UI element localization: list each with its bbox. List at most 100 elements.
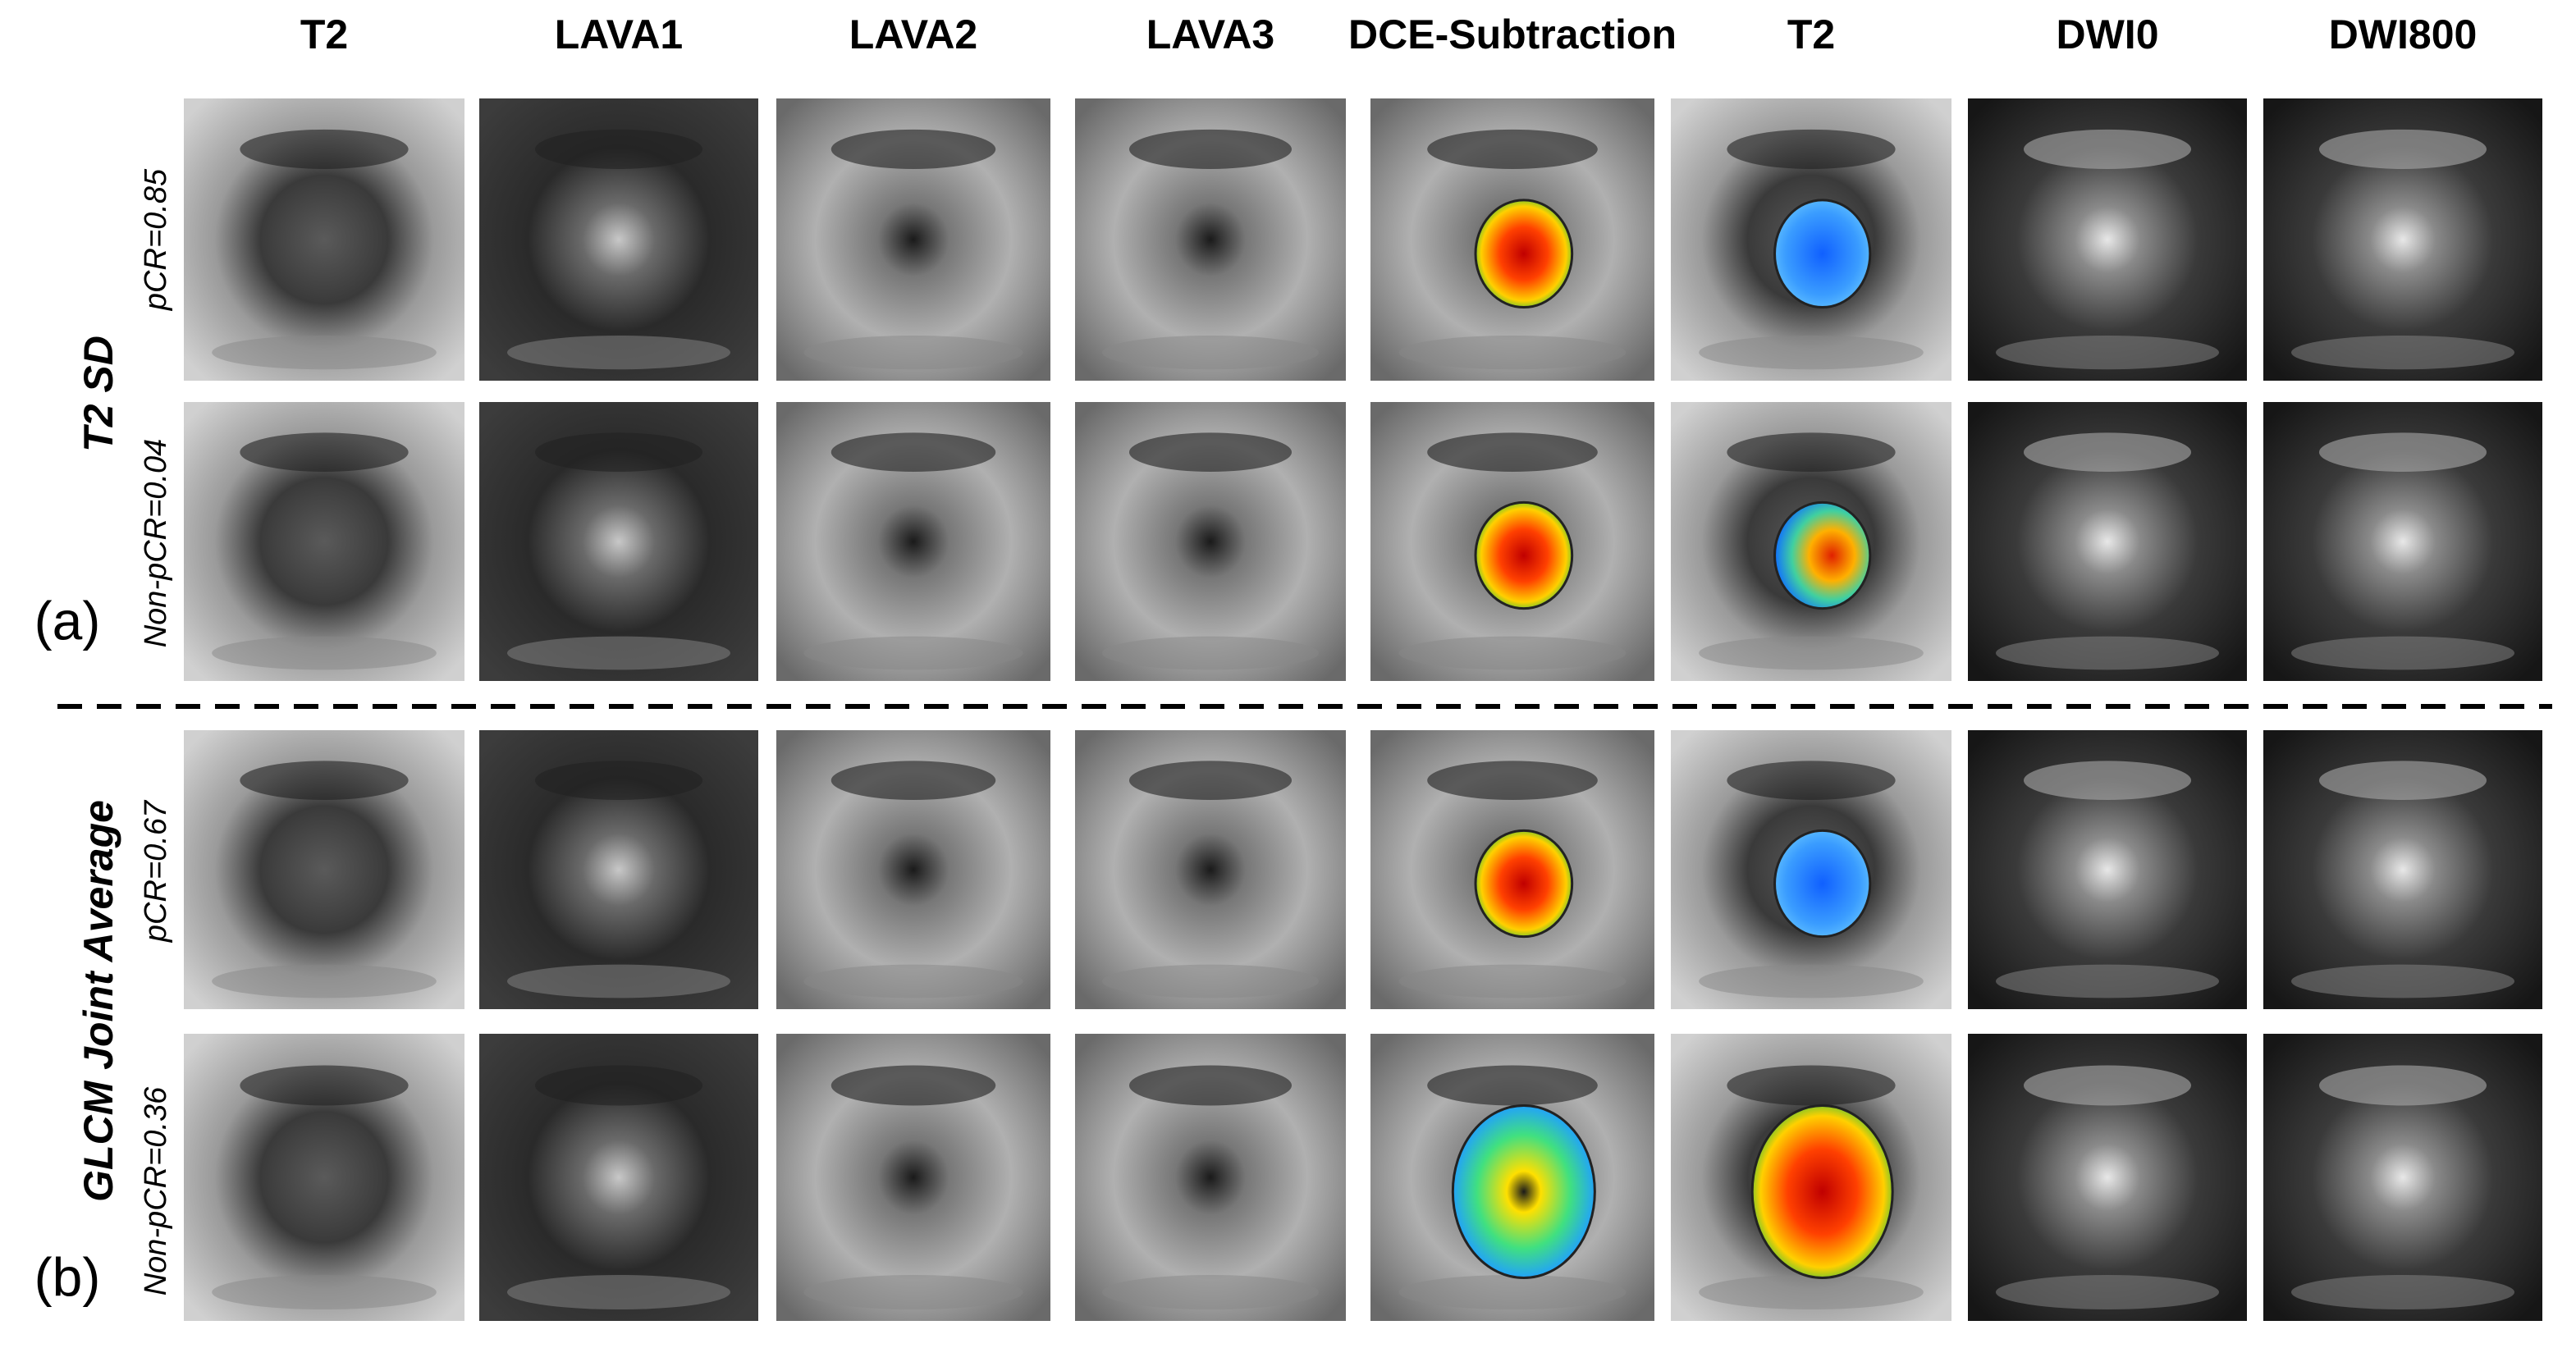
anatomy: [1727, 432, 1896, 472]
mri-image: [1968, 1034, 2247, 1321]
anatomy: [2319, 1065, 2487, 1106]
mri-image: [479, 98, 758, 381]
tumor-heatmap: [1474, 829, 1574, 939]
tumor-heatmap: [1773, 829, 1872, 939]
anatomy: [1427, 761, 1598, 800]
anatomy: [212, 1275, 437, 1309]
row-label: Non-pCR=0.36: [139, 1086, 173, 1295]
mri-image: [1968, 98, 2247, 381]
column-header: LAVA1: [555, 11, 684, 57]
anatomy: [1102, 335, 1319, 370]
column-header: T2: [1787, 11, 1835, 57]
anatomy: [212, 335, 437, 370]
mri-image: [1671, 98, 1951, 381]
anatomy: [2319, 129, 2487, 169]
anatomy: [1129, 129, 1292, 169]
anatomy: [1129, 1065, 1292, 1106]
tumor-heatmap: [1750, 1104, 1894, 1279]
anatomy: [1102, 636, 1319, 670]
anatomy: [535, 129, 702, 169]
tumor-heatmap: [1773, 199, 1872, 309]
anatomy: [535, 1065, 702, 1106]
anatomy: [2024, 432, 2191, 472]
mri-image: [184, 1034, 464, 1321]
mri-image: [1671, 730, 1951, 1009]
tumor-heatmap: [1474, 500, 1574, 610]
anatomy: [803, 335, 1023, 370]
anatomy: [1129, 432, 1292, 472]
anatomy: [1727, 1065, 1896, 1106]
mri-image: [1075, 730, 1346, 1009]
column-header: LAVA2: [849, 11, 978, 57]
anatomy: [1699, 636, 1924, 670]
anatomy: [1699, 335, 1924, 370]
mri-image: [2263, 730, 2542, 1009]
mri-image: [184, 730, 464, 1009]
anatomy: [2291, 964, 2514, 998]
anatomy: [2291, 1275, 2514, 1309]
column-header: T2: [300, 11, 348, 57]
anatomy: [830, 432, 996, 472]
anatomy: [830, 129, 996, 169]
column-header: DWI800: [2329, 11, 2478, 57]
anatomy: [240, 432, 409, 472]
anatomy: [2319, 432, 2487, 472]
mri-image: [1370, 98, 1654, 381]
row-label: pCR=0.85: [139, 168, 173, 311]
mri-image: [776, 1034, 1050, 1321]
anatomy: [1427, 1065, 1598, 1106]
mri-image: [776, 730, 1050, 1009]
anatomy: [240, 129, 409, 169]
anatomy: [2291, 636, 2514, 670]
tumor-heatmap: [1474, 199, 1574, 309]
anatomy: [1427, 129, 1598, 169]
anatomy: [1102, 1275, 1319, 1309]
anatomy: [507, 335, 730, 370]
anatomy: [1102, 964, 1319, 998]
anatomy: [240, 1065, 409, 1106]
mri-image: [1671, 402, 1951, 681]
anatomy: [2319, 761, 2487, 800]
anatomy: [803, 1275, 1023, 1309]
anatomy: [1129, 761, 1292, 800]
anatomy: [830, 761, 996, 800]
mri-image: [479, 1034, 758, 1321]
anatomy: [507, 1275, 730, 1309]
feature-label: GLCM Joint Average: [75, 800, 121, 1202]
anatomy: [803, 964, 1023, 998]
image-grid: [184, 98, 2542, 1321]
anatomy: [507, 636, 730, 670]
mri-image: [2263, 402, 2542, 681]
anatomy: [1699, 964, 1924, 998]
anatomy: [212, 964, 437, 998]
row-label: Non-pCR=0.04: [139, 439, 173, 648]
feature-label: T2 SD: [75, 336, 121, 452]
mri-image: [184, 98, 464, 381]
anatomy: [240, 761, 409, 800]
anatomy: [830, 1065, 996, 1106]
anatomy: [1727, 761, 1896, 800]
column-header: DWI0: [2057, 11, 2159, 57]
mri-image: [184, 402, 464, 681]
mri-image: [1370, 730, 1654, 1009]
anatomy: [2291, 335, 2514, 370]
mri-image: [776, 98, 1050, 381]
anatomy: [2024, 761, 2191, 800]
mri-image: [479, 402, 758, 681]
anatomy: [1398, 1275, 1627, 1309]
mri-image: [479, 730, 758, 1009]
anatomy: [1996, 1275, 2219, 1309]
anatomy: [803, 636, 1023, 670]
anatomy: [1398, 964, 1627, 998]
anatomy: [1996, 335, 2219, 370]
anatomy: [535, 432, 702, 472]
anatomy: [212, 636, 437, 670]
mri-image: [776, 402, 1050, 681]
tumor-heatmap: [1451, 1104, 1596, 1279]
anatomy: [1996, 636, 2219, 670]
tumor-heatmap: [1773, 500, 1872, 610]
anatomy: [1427, 432, 1598, 472]
mri-image: [1075, 1034, 1346, 1321]
